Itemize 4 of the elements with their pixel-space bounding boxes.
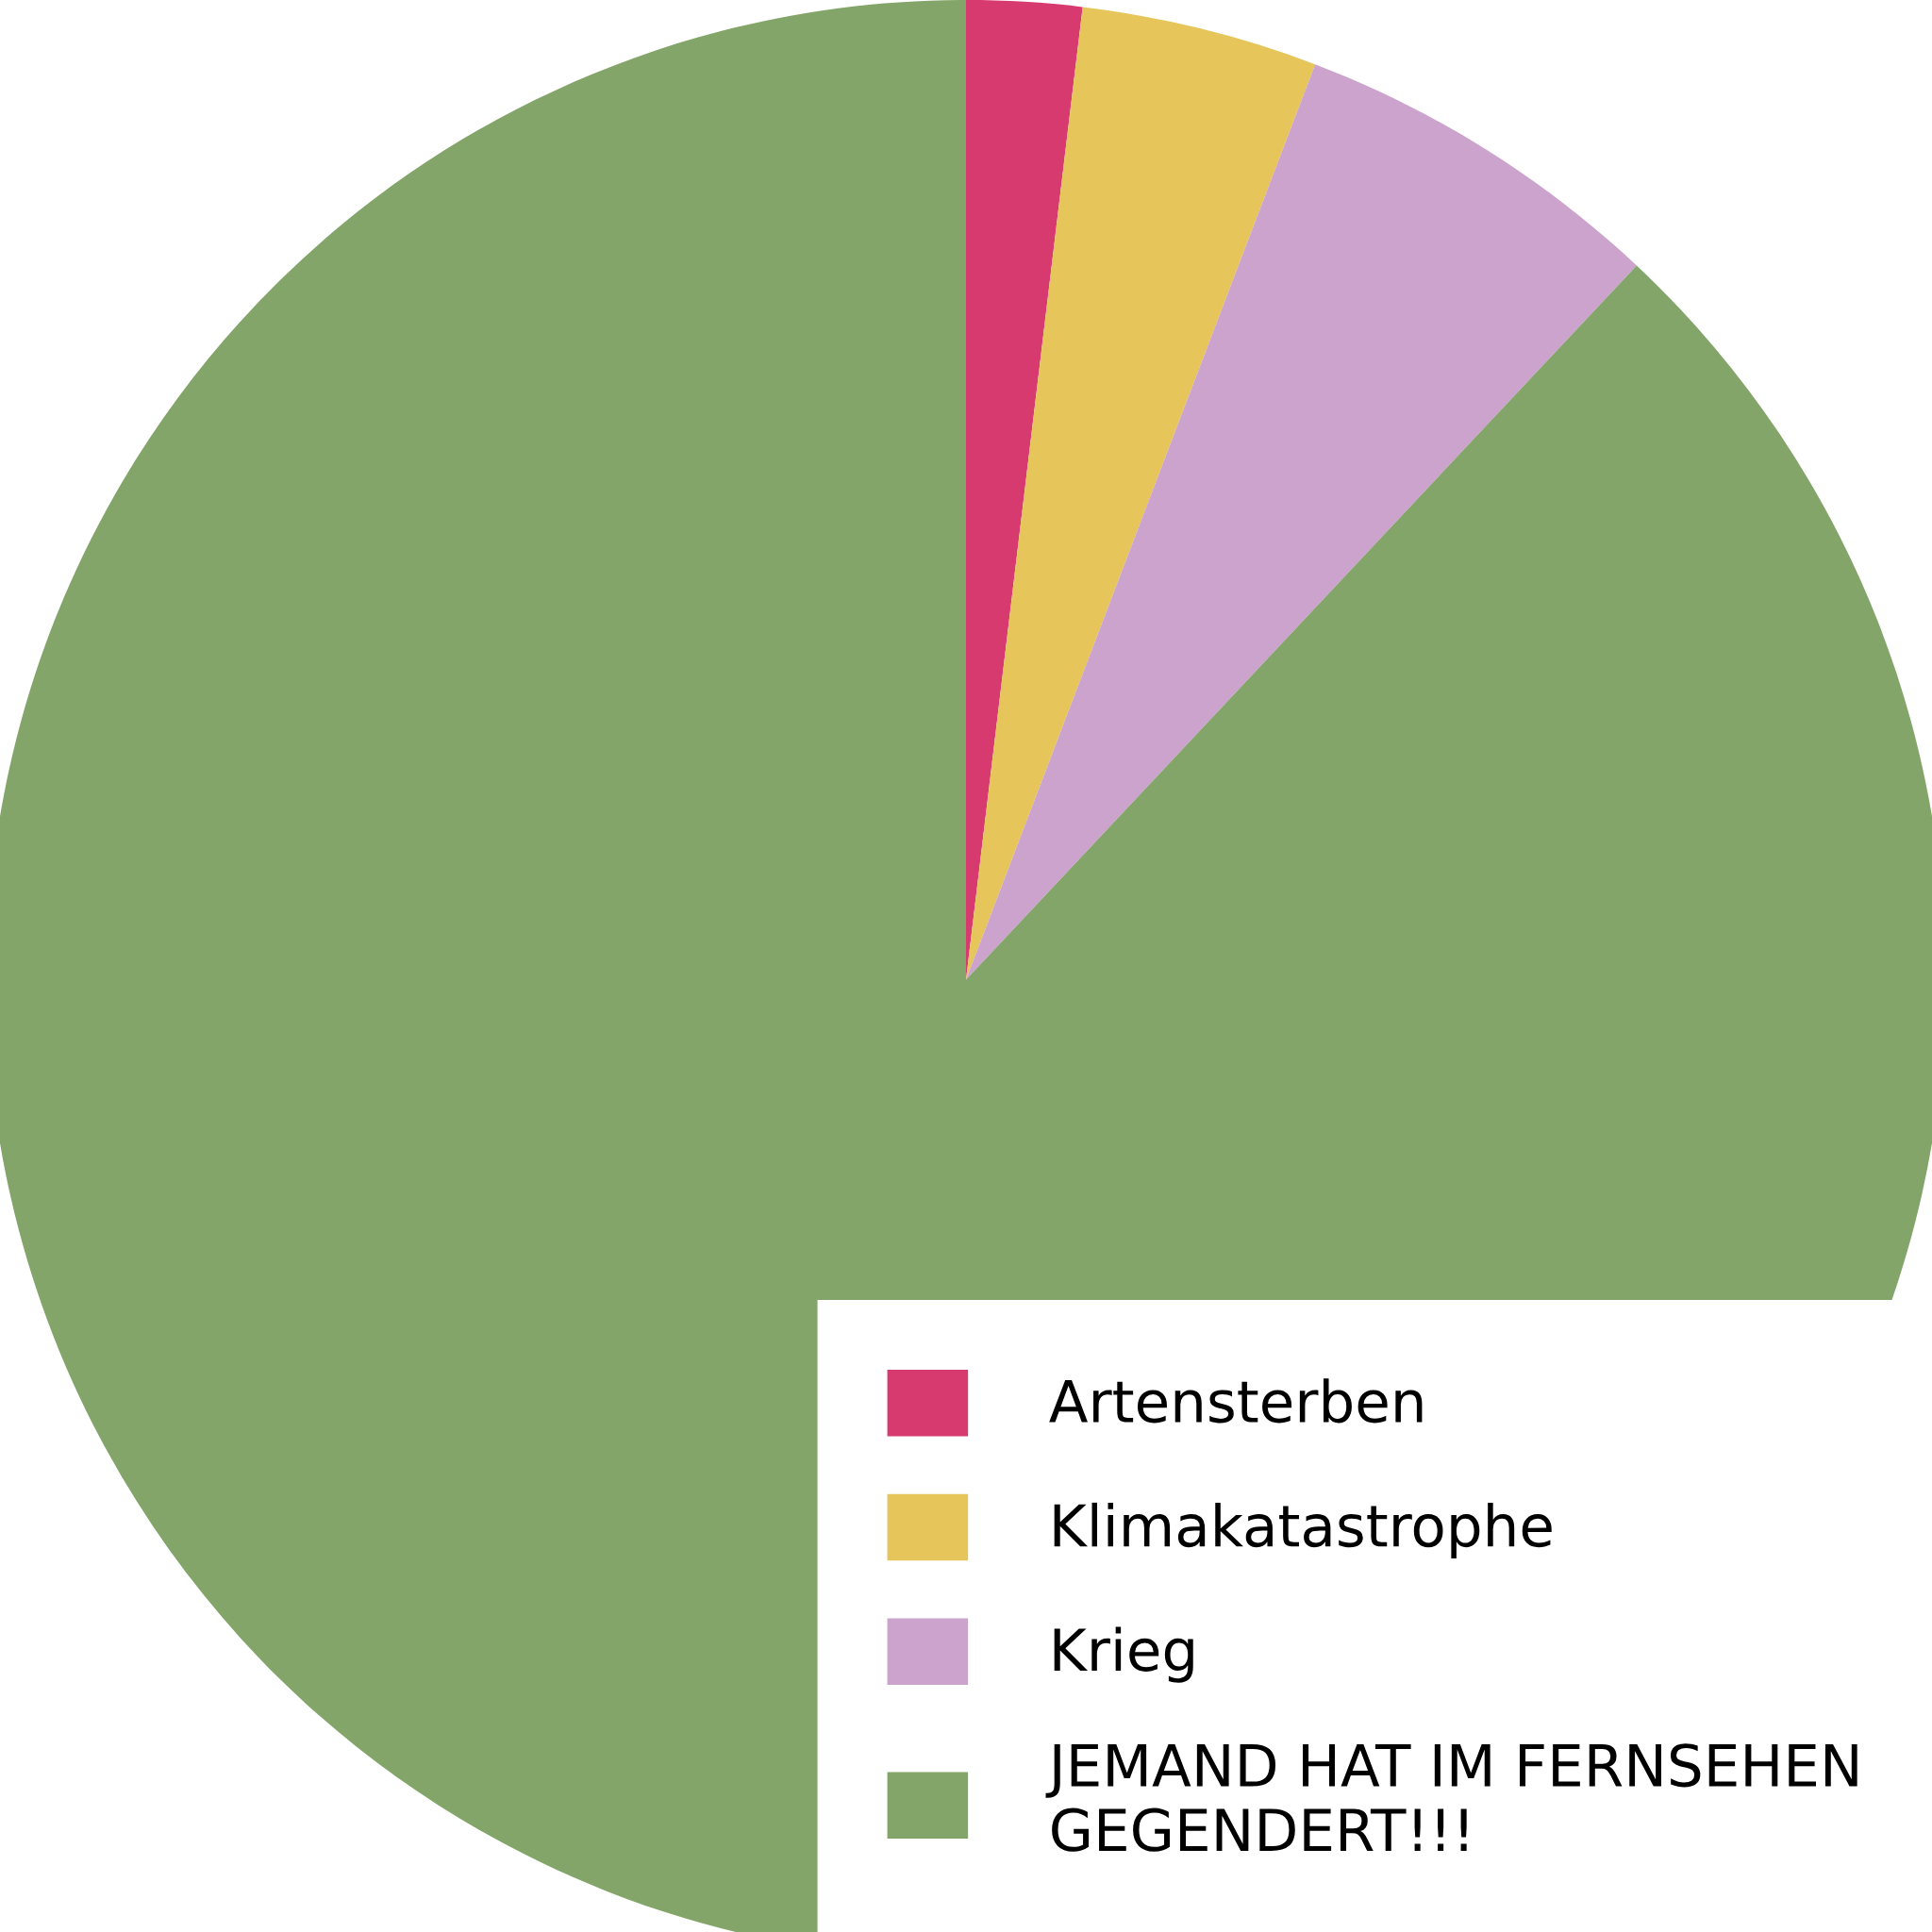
legend-label: Klimakatastrophe [1054,1502,1552,1559]
legend-label: Artensterben [1049,1378,1423,1424]
legend-label: JEMAND HAT IM FERNSEHEN GEGENDERT!!! [1045,1743,1857,1852]
legend-label: Krieg [1054,1626,1193,1683]
